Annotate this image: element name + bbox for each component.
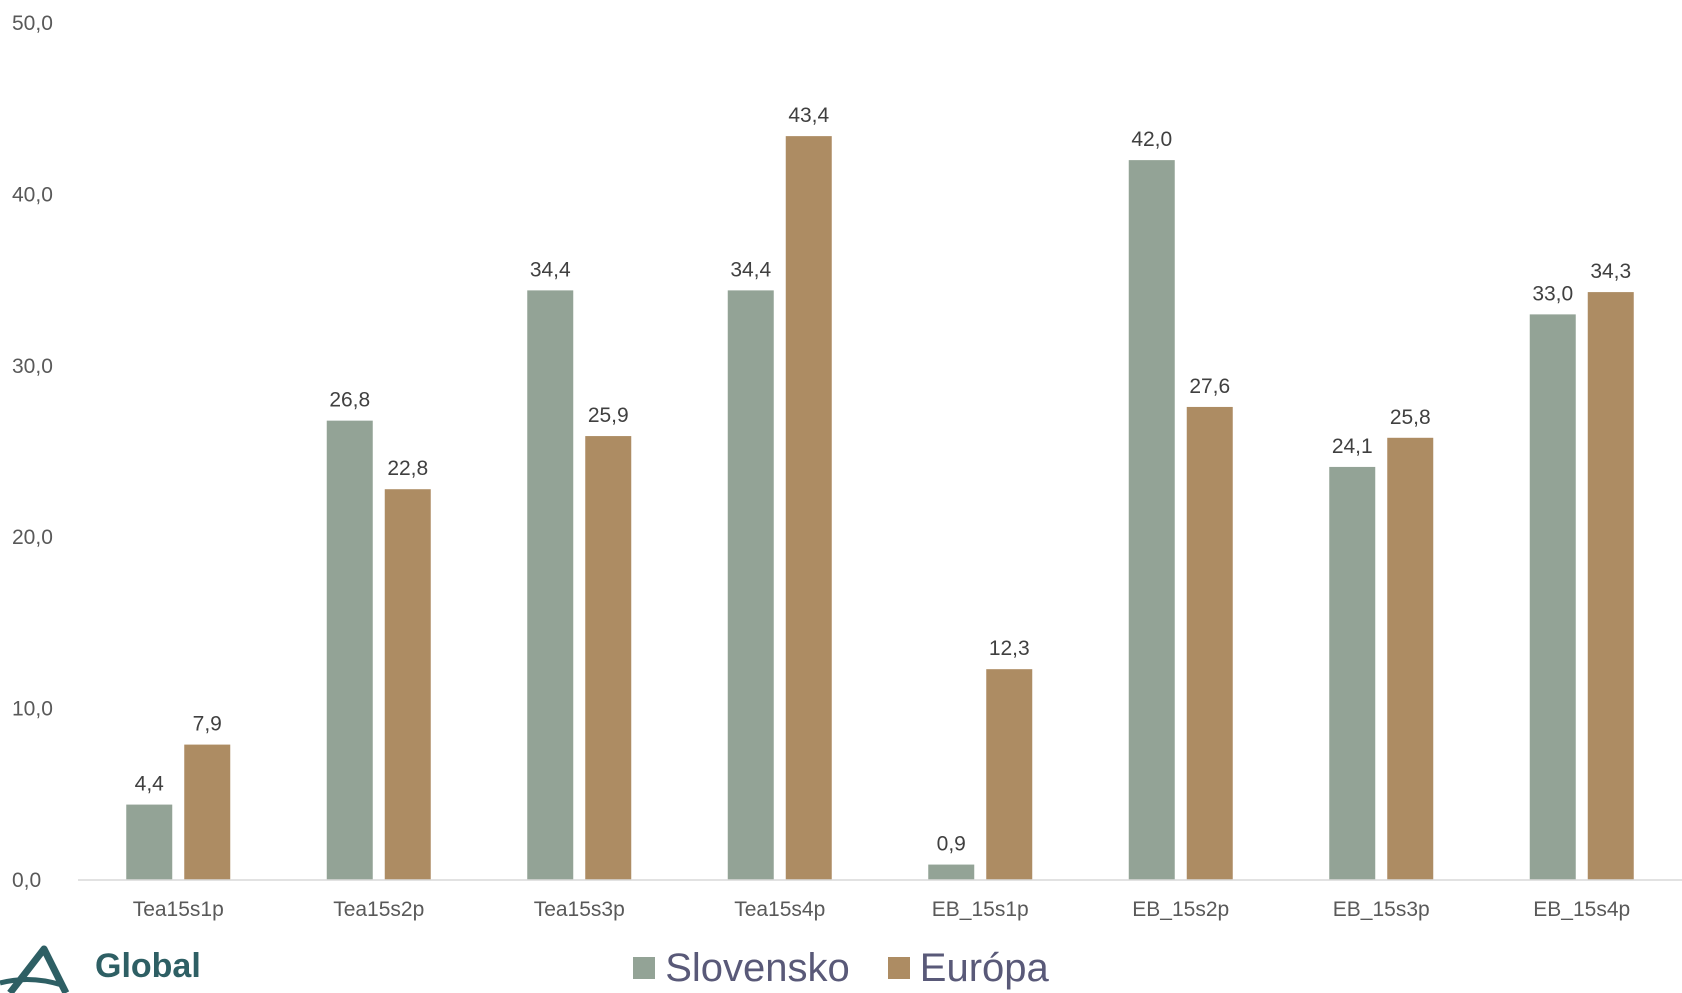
y-tick-label: 10,0 xyxy=(12,698,53,721)
data-label: 34,4 xyxy=(730,258,771,281)
x-tick-label: EB_15s1p xyxy=(932,898,1029,921)
data-label: 33,0 xyxy=(1532,282,1573,305)
data-label: 42,0 xyxy=(1131,128,1172,151)
bar-slovensko-EB_15s4p[interactable] xyxy=(1529,314,1576,880)
x-tick-label: Tea15s2p xyxy=(333,898,424,921)
data-label: 34,4 xyxy=(530,258,571,281)
data-label: 4,4 xyxy=(135,773,165,796)
bar-europa-Tea15s3p[interactable] xyxy=(585,436,632,880)
legend-label-europa: Európa xyxy=(919,946,1049,990)
x-tick-label: EB_15s3p xyxy=(1333,898,1430,921)
x-tick-label: Tea15s3p xyxy=(534,898,625,921)
bar-europa-Tea15s2p[interactable] xyxy=(384,489,431,880)
data-label: 0,9 xyxy=(937,833,966,856)
legend-item-series-1[interactable]: Európa xyxy=(887,946,1049,990)
bars xyxy=(126,136,1634,880)
bar-europa-Tea15s4p[interactable] xyxy=(785,136,832,880)
bar-europa-Tea15s1p[interactable] xyxy=(184,744,231,880)
x-tick-label: EB_15s2p xyxy=(1132,898,1229,921)
legend-swatch-slovensko xyxy=(633,957,656,979)
bar-chart: 0,0 10,0 20,0 30,0 40,0 50,0 Tea15s1p Tea15s2p… xyxy=(12,12,1682,921)
bar-slovensko-EB_15s2p[interactable] xyxy=(1128,160,1175,880)
x-tick-label: EB_15s4p xyxy=(1533,898,1630,921)
y-axis: 0,0 10,0 20,0 30,0 40,0 50,0 xyxy=(12,12,53,892)
data-label: 25,9 xyxy=(588,404,629,427)
y-tick-label: 0,0 xyxy=(12,869,41,892)
bar-slovensko-Tea15s3p[interactable] xyxy=(527,290,574,880)
y-tick-label: 40,0 xyxy=(12,183,53,206)
data-label: 34,3 xyxy=(1590,260,1631,283)
bar-slovensko-Tea15s1p[interactable] xyxy=(126,804,173,880)
data-label: 25,8 xyxy=(1390,406,1431,429)
bar-europa-EB_15s3p[interactable] xyxy=(1387,437,1434,880)
data-label: 12,3 xyxy=(989,637,1030,660)
data-label: 22,8 xyxy=(387,457,428,480)
bar-europa-EB_15s4p[interactable] xyxy=(1587,292,1634,880)
legend: Slovensko Európa xyxy=(0,943,1682,993)
bar-slovensko-EB_15s1p[interactable] xyxy=(928,864,975,880)
data-label: 27,6 xyxy=(1189,375,1230,398)
legend-item-series-0[interactable]: Slovensko xyxy=(633,948,850,988)
y-tick-label: 20,0 xyxy=(12,526,53,549)
data-label: 43,4 xyxy=(788,104,829,127)
data-label: 7,9 xyxy=(193,713,222,736)
legend-swatch-europa xyxy=(887,957,910,979)
y-tick-label: 50,0 xyxy=(12,12,53,35)
bar-europa-EB_15s2p[interactable] xyxy=(1186,406,1233,880)
y-tick-label: 30,0 xyxy=(12,355,53,378)
x-tick-label: Tea15s1p xyxy=(133,898,224,921)
x-axis: Tea15s1p Tea15s2p Tea15s3p Tea15s4p EB_15s1p… xyxy=(133,898,1631,921)
logo-text: Global xyxy=(95,947,201,985)
bar-europa-EB_15s1p[interactable] xyxy=(986,669,1033,880)
logo-mark-icon xyxy=(0,945,70,993)
legend-label-slovensko: Slovensko xyxy=(665,946,850,990)
bar-slovensko-Tea15s4p[interactable] xyxy=(727,290,774,880)
company-logo: Global xyxy=(0,945,220,993)
bar-slovensko-EB_15s3p[interactable] xyxy=(1329,466,1376,880)
x-tick-label: Tea15s4p xyxy=(734,898,825,921)
data-label: 26,8 xyxy=(329,389,370,412)
data-labels: 4,4 7,9 26,8 22,8 34,4 25,9 34,4 43,4 0,9 12,3 42,… xyxy=(135,104,1632,855)
data-label: 24,1 xyxy=(1332,435,1373,458)
bar-slovensko-Tea15s2p[interactable] xyxy=(326,420,373,880)
